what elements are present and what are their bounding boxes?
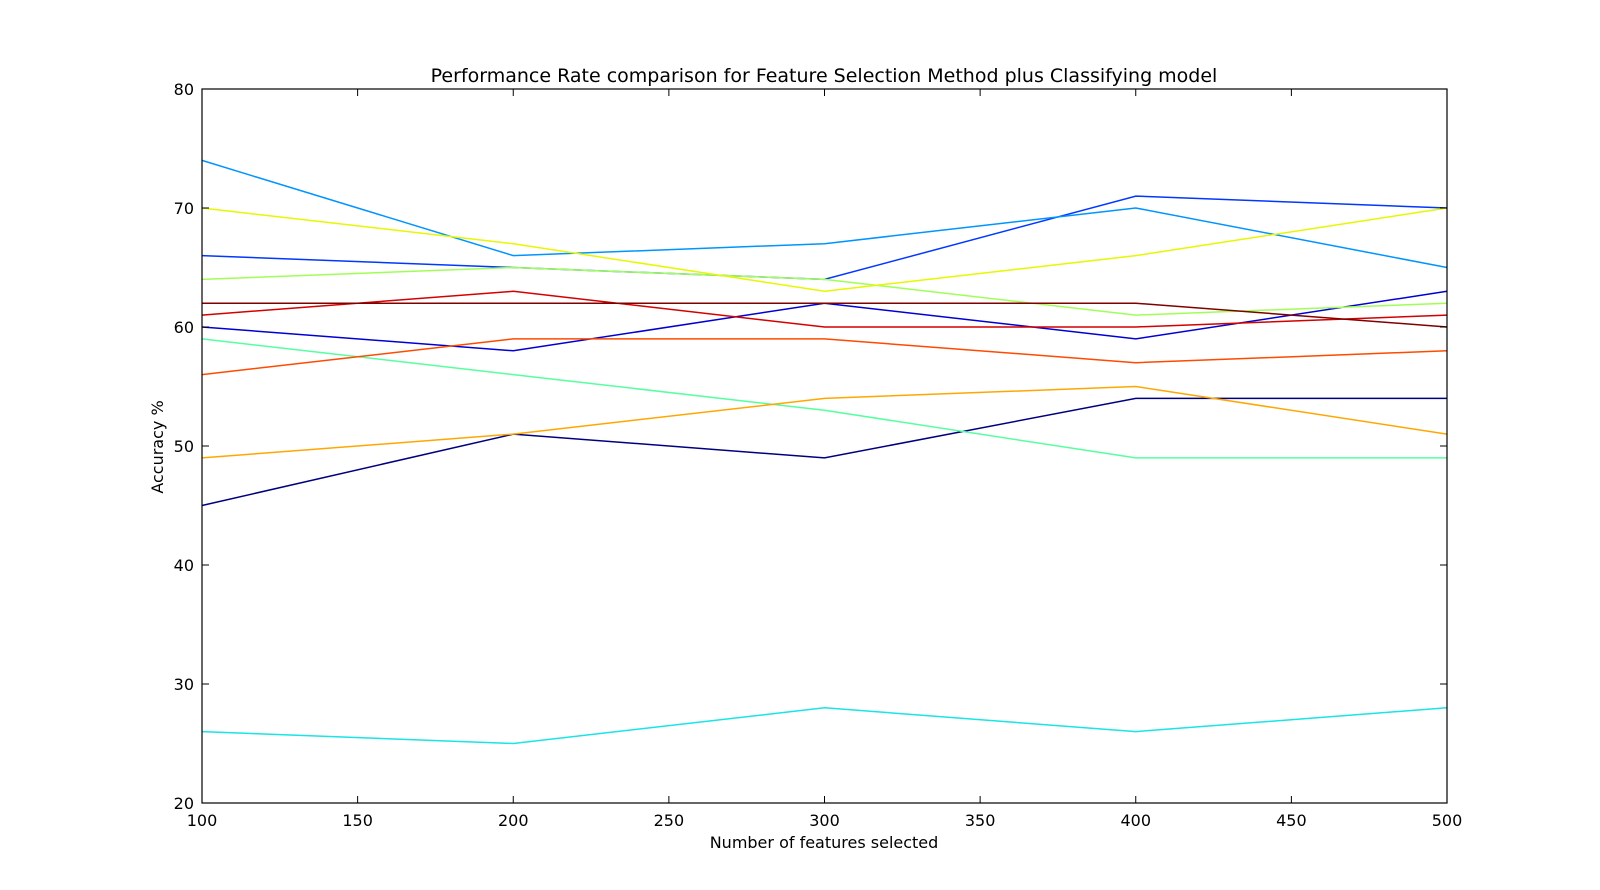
series-line-12 — [202, 302, 1448, 328]
y-tick-label: 80 — [174, 80, 194, 99]
x-tick-label: 350 — [965, 811, 996, 830]
series-line-1 — [201, 397, 1447, 507]
y-tick-label: 50 — [174, 437, 194, 456]
series-line-10 — [201, 338, 1448, 376]
series-line-4 — [201, 159, 1448, 269]
x-tick-label: 500 — [1432, 811, 1463, 830]
x-tick-label: 200 — [498, 811, 529, 830]
x-tick-label: 250 — [654, 811, 685, 830]
x-tick-label: 150 — [342, 811, 373, 830]
chart-title: Performance Rate comparison for Feature … — [431, 65, 1218, 87]
plot-area-frame — [201, 88, 1448, 804]
series-line-6 — [201, 338, 1447, 459]
ticks-group: 100 150 200 250 300 350 400 450 500 20 30 40 50 60 70 8… — [174, 80, 1463, 830]
series-line-8 — [201, 207, 1448, 293]
y-tick-label: 30 — [174, 675, 194, 694]
series-group — [201, 159, 1448, 745]
y-axis-label: Accuracy % — [148, 400, 167, 493]
y-tick-label: 20 — [174, 794, 194, 813]
x-axis-label: Number of features selected — [710, 833, 939, 852]
series-line-3 — [201, 195, 1448, 281]
series-line-9 — [201, 385, 1448, 459]
x-tick-label: 400 — [1120, 811, 1151, 830]
y-tick-label: 40 — [174, 556, 194, 575]
x-tick-label: 100 — [187, 811, 218, 830]
x-tick-label: 300 — [809, 811, 840, 830]
x-tick-label: 450 — [1276, 811, 1307, 830]
series-line-11 — [201, 290, 1448, 328]
y-tick-label: 70 — [174, 199, 194, 218]
y-tick-label: 60 — [174, 318, 194, 337]
series-line-5 — [201, 707, 1448, 745]
